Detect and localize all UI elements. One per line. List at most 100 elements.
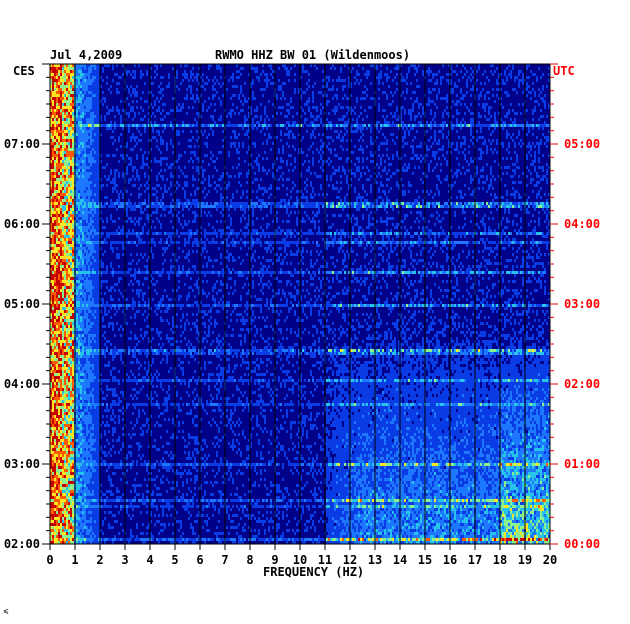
heatmap-cell — [64, 208, 66, 211]
heatmap-cell — [526, 121, 528, 124]
heatmap-cell — [52, 112, 54, 115]
heatmap-cell — [546, 202, 548, 205]
heatmap-cell — [464, 136, 466, 139]
heatmap-cell — [326, 82, 328, 85]
heatmap-cell — [428, 70, 430, 73]
heatmap-cell — [276, 112, 278, 115]
heatmap-cell — [500, 223, 502, 226]
heatmap-cell — [542, 115, 544, 118]
heatmap-cell — [248, 163, 250, 166]
heatmap-cell — [378, 73, 380, 76]
heatmap-cell — [52, 214, 54, 217]
heatmap-cell — [486, 202, 488, 205]
heatmap-cell — [544, 142, 546, 145]
heatmap-cell — [482, 166, 484, 169]
heatmap-cell — [160, 160, 162, 163]
heatmap-cell — [354, 172, 356, 175]
heatmap-cell — [500, 220, 502, 223]
heatmap-cell — [68, 199, 70, 202]
heatmap-cell — [242, 142, 244, 145]
heatmap-cell — [452, 205, 454, 208]
heatmap-cell — [64, 154, 66, 157]
heatmap-cell — [122, 64, 124, 67]
heatmap-cell — [98, 67, 100, 70]
heatmap-cell — [332, 79, 334, 82]
heatmap-cell — [58, 97, 60, 100]
heatmap-cell — [320, 157, 322, 160]
heatmap-cell — [140, 148, 142, 151]
heatmap-cell — [288, 214, 290, 217]
heatmap-cell — [230, 202, 232, 205]
heatmap-cell — [472, 160, 474, 163]
heatmap-cell — [196, 73, 198, 76]
heatmap-cell — [272, 172, 274, 175]
heatmap-cell — [248, 145, 250, 148]
heatmap-cell — [84, 226, 86, 229]
heatmap-cell — [238, 76, 240, 79]
heatmap-cell — [52, 133, 54, 136]
heatmap-cell — [382, 184, 384, 187]
heatmap-cell — [310, 184, 312, 187]
heatmap-cell — [382, 169, 384, 172]
heatmap-cell — [272, 142, 274, 145]
heatmap-cell — [458, 124, 460, 127]
heatmap-cell — [76, 82, 78, 85]
heatmap-cell — [140, 97, 142, 100]
heatmap-cell — [80, 154, 82, 157]
heatmap-cell — [302, 124, 304, 127]
heatmap-cell — [356, 127, 358, 130]
heatmap-cell — [66, 196, 68, 199]
heatmap-cell — [366, 202, 368, 205]
heatmap-cell — [360, 124, 362, 127]
heatmap-cell — [504, 91, 506, 94]
heatmap-cell — [90, 133, 92, 136]
heatmap-cell — [228, 226, 230, 229]
heatmap-cell — [90, 145, 92, 148]
heatmap-cell — [408, 190, 410, 193]
heatmap-cell — [64, 160, 66, 163]
heatmap-cell — [400, 112, 402, 115]
heatmap-cell — [90, 139, 92, 142]
heatmap-cell — [526, 145, 528, 148]
heatmap-cell — [206, 82, 208, 85]
heatmap-cell — [256, 109, 258, 112]
heatmap-cell — [256, 178, 258, 181]
heatmap-cell — [330, 127, 332, 130]
heatmap-cell — [406, 127, 408, 130]
heatmap-cell — [54, 172, 56, 175]
heatmap-cell — [456, 64, 458, 67]
heatmap-cell — [362, 67, 364, 70]
heatmap-cell — [238, 142, 240, 145]
heatmap-cell — [470, 118, 472, 121]
heatmap-cell — [58, 103, 60, 106]
heatmap-cell — [290, 196, 292, 199]
heatmap-cell — [50, 229, 52, 232]
heatmap-cell — [150, 76, 152, 79]
heatmap-cell — [412, 151, 414, 154]
heatmap-cell — [184, 202, 186, 205]
heatmap-cell — [500, 142, 502, 145]
heatmap-cell — [434, 124, 436, 127]
heatmap-cell — [128, 112, 130, 115]
heatmap-cell — [86, 223, 88, 226]
heatmap-cell — [86, 94, 88, 97]
heatmap-cell — [252, 223, 254, 226]
heatmap-cell — [58, 124, 60, 127]
heatmap-cell — [162, 88, 164, 91]
heatmap-cell — [252, 214, 254, 217]
heatmap-cell — [142, 73, 144, 76]
heatmap-cell — [386, 196, 388, 199]
heatmap-cell — [50, 211, 52, 214]
heatmap-cell — [80, 187, 82, 190]
heatmap-cell — [54, 157, 56, 160]
heatmap-cell — [546, 85, 548, 88]
heatmap-cell — [450, 82, 452, 85]
heatmap-cell — [226, 172, 228, 175]
heatmap-cell — [470, 220, 472, 223]
heatmap-cell — [64, 205, 66, 208]
heatmap-cell — [330, 178, 332, 181]
heatmap-cell — [356, 130, 358, 133]
heatmap-cell — [64, 97, 66, 100]
heatmap-cell — [350, 178, 352, 181]
heatmap-cell — [530, 178, 532, 181]
